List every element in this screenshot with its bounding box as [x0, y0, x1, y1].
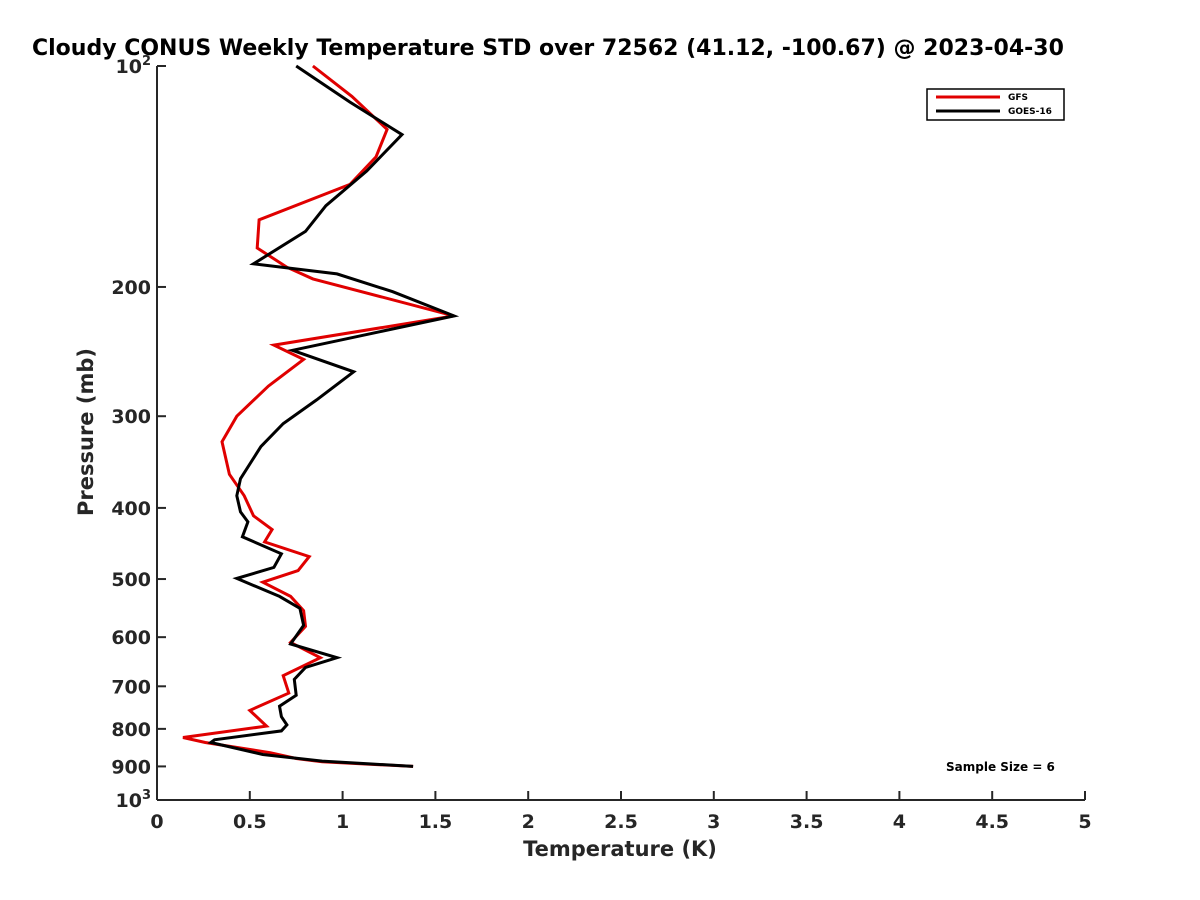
x-tick-label: 3: [707, 811, 720, 833]
x-tick-label: 2: [522, 811, 535, 833]
y-axis-ticks: 102 200 300 400 500 600 700 800 900 103: [111, 54, 166, 812]
y-tick-label: 500: [111, 569, 151, 591]
x-tick-label: 4: [893, 811, 906, 833]
x-axis-label: Temperature (K): [523, 837, 717, 861]
series-group: [182, 64, 460, 768]
y-tick-label: 200: [111, 277, 151, 299]
chart-title: Cloudy CONUS Weekly Temperature STD over…: [32, 36, 1064, 61]
legend: GFS GOES-16: [926, 88, 1065, 121]
y-tick-label: 700: [111, 676, 151, 698]
x-tick-label: 0: [150, 811, 163, 833]
y-axis-label: Pressure (mb): [74, 348, 98, 516]
y-tick-label: 900: [111, 756, 151, 778]
x-tick-label: 1.5: [419, 811, 453, 833]
series-line-gfs: [182, 64, 455, 768]
legend-label-gfs: GFS: [1008, 93, 1028, 103]
y-tick-label: 300: [111, 406, 151, 428]
x-axis-ticks: 0 0.5 1 1.5 2 2.5 3 3.5 4 4.5 5: [150, 791, 1092, 833]
x-tick-label: 2.5: [604, 811, 638, 833]
y-tick-label: 800: [111, 719, 151, 741]
y-tick-label: 103: [116, 788, 152, 812]
legend-label-goes16: GOES-16: [1008, 107, 1052, 117]
x-tick-label: 4.5: [975, 811, 1009, 833]
x-tick-label: 1: [336, 811, 349, 833]
y-tick-label: 400: [111, 498, 151, 520]
x-tick-label: 3.5: [790, 811, 824, 833]
x-tick-label: 0.5: [233, 811, 267, 833]
sample-size-annotation: Sample Size = 6: [946, 760, 1055, 774]
x-tick-label: 5: [1078, 811, 1091, 833]
series-line-goes16: [207, 64, 460, 768]
legend-box: [926, 88, 1065, 121]
y-tick-label: 102: [116, 54, 152, 78]
y-tick-label: 600: [111, 627, 151, 649]
